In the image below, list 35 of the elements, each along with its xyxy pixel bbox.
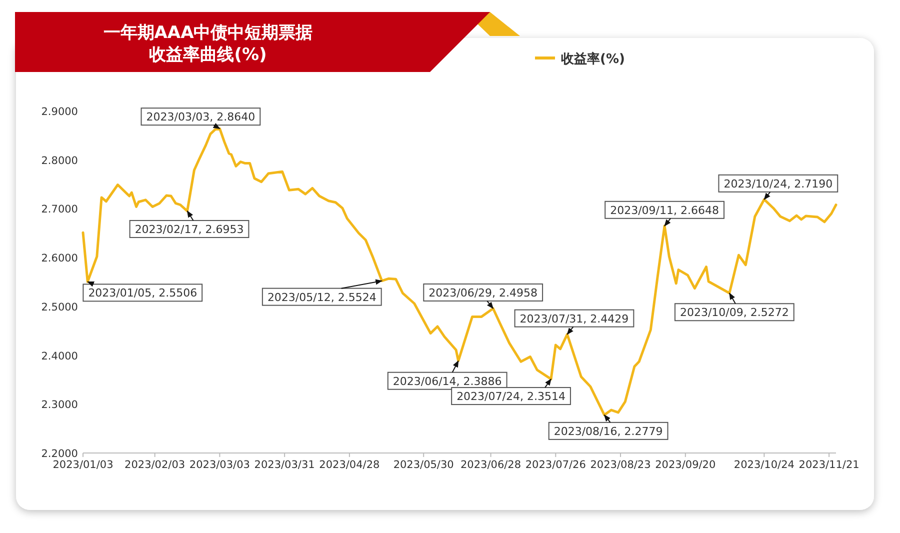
annotation: 2023/09/11, 2.6648 <box>610 204 719 217</box>
x-tick-label: 2023/06/28 <box>460 459 522 471</box>
legend-label: 收益率(%) <box>561 51 625 67</box>
annotation: 2023/06/29, 2.4958 <box>428 286 538 300</box>
annotation: 2023/03/03, 2.8640 <box>146 110 256 124</box>
annotation: 2023/02/17, 2.6953 <box>134 223 244 236</box>
y-tick-label: 2.9000 <box>41 106 78 118</box>
y-tick-label: 2.8000 <box>41 154 78 167</box>
y-tick-label: 2.2000 <box>41 448 78 460</box>
x-tick-label: 2023/08/23 <box>590 459 651 471</box>
annotation: 2023/08/16, 2.2779 <box>554 424 663 438</box>
y-tick-label: 2.7000 <box>41 204 78 216</box>
y-tick-label: 2.3000 <box>41 399 78 412</box>
y-tick-label: 2.4000 <box>41 350 78 362</box>
annotation: 2023/06/14, 2.3886 <box>392 374 502 388</box>
x-tick-label: 2023/05/30 <box>393 459 454 471</box>
x-tick-label: 2023/11/21 <box>798 459 860 471</box>
x-tick-label: 2023/09/20 <box>655 459 716 471</box>
chart-title: 一年期AAA中债中短期票据 <box>103 23 313 43</box>
annotation: 2023/05/12, 2.5524 <box>267 290 376 304</box>
x-tick-label: 2023/10/24 <box>734 459 795 471</box>
x-tick-label: 2023/03/31 <box>254 459 315 471</box>
annotation: 2023/01/05, 2.5506 <box>88 286 198 300</box>
x-tick-label: 2023/04/28 <box>319 459 380 471</box>
annotation: 2023/10/24, 2.7190 <box>724 177 833 190</box>
annotation: 2023/10/09, 2.5272 <box>680 306 789 320</box>
x-tick-label: 2023/02/03 <box>124 459 186 471</box>
y-tick-label: 2.5000 <box>41 301 78 314</box>
x-tick-label: 2023/07/26 <box>525 459 586 471</box>
chart-subtitle: 收益率曲线(%) <box>149 45 267 65</box>
annotation: 2023/07/24, 2.3514 <box>456 390 566 404</box>
x-tick-label: 2023/03/03 <box>189 459 250 471</box>
y-tick-label: 2.6000 <box>41 252 78 265</box>
annotation: 2023/07/31, 2.4429 <box>520 312 629 326</box>
x-tick-label: 2023/01/03 <box>52 459 114 471</box>
